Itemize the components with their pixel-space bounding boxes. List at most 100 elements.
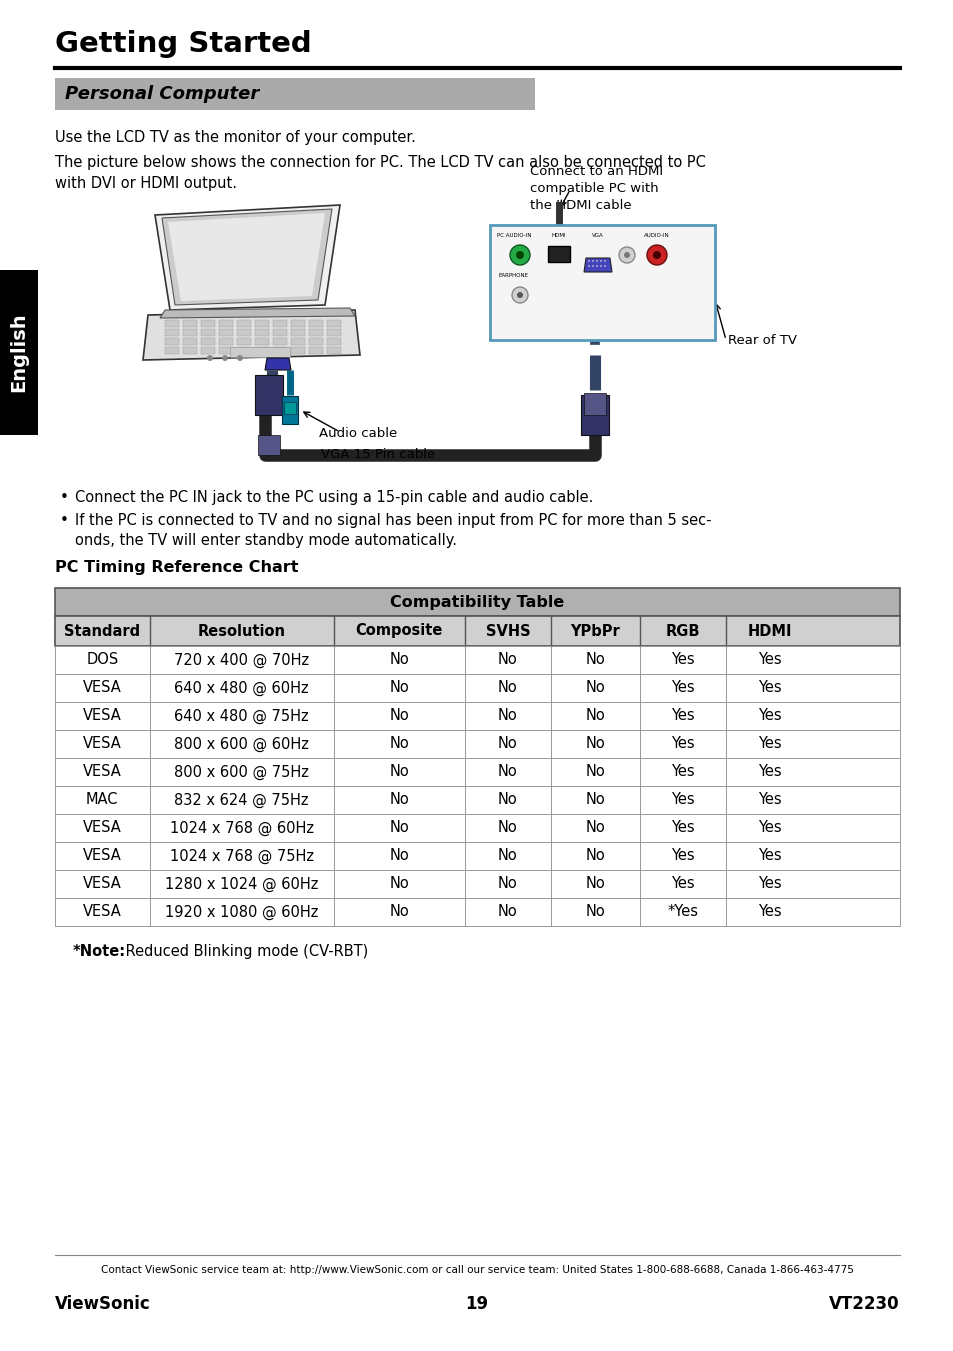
Text: Getting Started: Getting Started <box>55 30 312 58</box>
Polygon shape <box>254 338 269 345</box>
Text: No: No <box>585 708 604 724</box>
Text: Yes: Yes <box>758 820 781 835</box>
Bar <box>55 898 899 925</box>
Text: •: • <box>60 513 69 528</box>
Bar <box>55 646 899 674</box>
Polygon shape <box>201 347 214 354</box>
Polygon shape <box>254 347 269 354</box>
Text: No: No <box>389 736 409 751</box>
Polygon shape <box>165 347 179 354</box>
Text: No: No <box>585 877 604 892</box>
Text: Yes: Yes <box>670 848 694 863</box>
Text: Reduced Blinking mode (CV-RBT): Reduced Blinking mode (CV-RBT) <box>121 944 368 959</box>
Text: No: No <box>585 820 604 835</box>
Bar <box>490 226 714 340</box>
Circle shape <box>588 265 589 266</box>
Text: Yes: Yes <box>758 905 781 920</box>
Bar <box>284 403 295 413</box>
Polygon shape <box>254 330 269 336</box>
Text: 1024 x 768 @ 60Hz: 1024 x 768 @ 60Hz <box>170 820 314 836</box>
Polygon shape <box>291 330 305 336</box>
Text: VESA: VESA <box>83 736 122 751</box>
Text: SVHS: SVHS <box>485 624 530 639</box>
Text: If the PC is connected to TV and no signal has been input from PC for more than : If the PC is connected to TV and no sign… <box>75 513 711 547</box>
Polygon shape <box>183 330 196 336</box>
Text: No: No <box>389 708 409 724</box>
Bar <box>55 842 899 870</box>
Bar <box>55 588 899 616</box>
Text: Contact ViewSonic service team at: http://www.ViewSonic.com or call our service : Contact ViewSonic service team at: http:… <box>100 1265 853 1275</box>
Text: Connect the PC IN jack to the PC using a 15-pin cable and audio cable.: Connect the PC IN jack to the PC using a… <box>75 490 593 505</box>
Circle shape <box>623 253 629 258</box>
Polygon shape <box>143 309 359 359</box>
Text: Yes: Yes <box>670 736 694 751</box>
Text: 832 x 624 @ 75Hz: 832 x 624 @ 75Hz <box>174 793 309 808</box>
Polygon shape <box>236 347 251 354</box>
Bar <box>55 786 899 815</box>
Bar <box>55 616 899 646</box>
Text: No: No <box>497 708 517 724</box>
Text: No: No <box>389 765 409 780</box>
Text: No: No <box>497 653 517 667</box>
Text: Yes: Yes <box>670 820 694 835</box>
Text: No: No <box>585 736 604 751</box>
Polygon shape <box>201 338 214 345</box>
Text: No: No <box>497 848 517 863</box>
Polygon shape <box>327 338 340 345</box>
Polygon shape <box>219 330 233 336</box>
Text: VGA 15 Pin cable: VGA 15 Pin cable <box>320 449 435 461</box>
Text: No: No <box>497 820 517 835</box>
Circle shape <box>592 265 593 266</box>
Polygon shape <box>183 338 196 345</box>
Polygon shape <box>162 209 332 305</box>
Polygon shape <box>309 320 323 327</box>
Text: 800 x 600 @ 75Hz: 800 x 600 @ 75Hz <box>174 765 309 780</box>
Text: No: No <box>389 793 409 808</box>
Text: No: No <box>497 793 517 808</box>
Circle shape <box>596 261 598 262</box>
Text: Yes: Yes <box>670 877 694 892</box>
Text: 800 x 600 @ 60Hz: 800 x 600 @ 60Hz <box>174 736 309 751</box>
Text: ViewSonic: ViewSonic <box>55 1296 151 1313</box>
Polygon shape <box>327 330 340 336</box>
Text: YPbPr: YPbPr <box>570 624 619 639</box>
Text: Yes: Yes <box>670 653 694 667</box>
Text: No: No <box>497 877 517 892</box>
Text: Audio cable: Audio cable <box>318 427 396 440</box>
Polygon shape <box>183 347 196 354</box>
Text: DOS: DOS <box>86 653 118 667</box>
Text: No: No <box>389 820 409 835</box>
Bar <box>55 758 899 786</box>
Circle shape <box>588 261 589 262</box>
Text: 1920 x 1080 @ 60Hz: 1920 x 1080 @ 60Hz <box>165 904 318 920</box>
Polygon shape <box>327 347 340 354</box>
Polygon shape <box>309 330 323 336</box>
Bar <box>282 396 297 424</box>
Text: No: No <box>585 765 604 780</box>
Circle shape <box>236 355 243 361</box>
Circle shape <box>512 286 527 303</box>
Text: No: No <box>497 736 517 751</box>
Polygon shape <box>273 338 287 345</box>
Text: No: No <box>389 848 409 863</box>
Text: No: No <box>389 877 409 892</box>
Text: No: No <box>389 681 409 696</box>
Text: HDMI: HDMI <box>747 624 792 639</box>
Text: RGB: RGB <box>665 624 700 639</box>
Circle shape <box>510 245 530 265</box>
Text: Yes: Yes <box>758 793 781 808</box>
Text: EARPHONE: EARPHONE <box>498 273 529 278</box>
Polygon shape <box>254 320 269 327</box>
Text: Yes: Yes <box>758 765 781 780</box>
Bar <box>55 815 899 842</box>
Polygon shape <box>219 320 233 327</box>
Bar <box>55 730 899 758</box>
Text: English: English <box>10 312 29 392</box>
Text: Standard: Standard <box>64 624 140 639</box>
Text: HDMI: HDMI <box>551 232 566 238</box>
Polygon shape <box>160 308 355 317</box>
Polygon shape <box>201 320 214 327</box>
Text: VT2230: VT2230 <box>828 1296 899 1313</box>
Text: 1024 x 768 @ 75Hz: 1024 x 768 @ 75Hz <box>170 848 314 863</box>
Bar <box>55 78 535 109</box>
